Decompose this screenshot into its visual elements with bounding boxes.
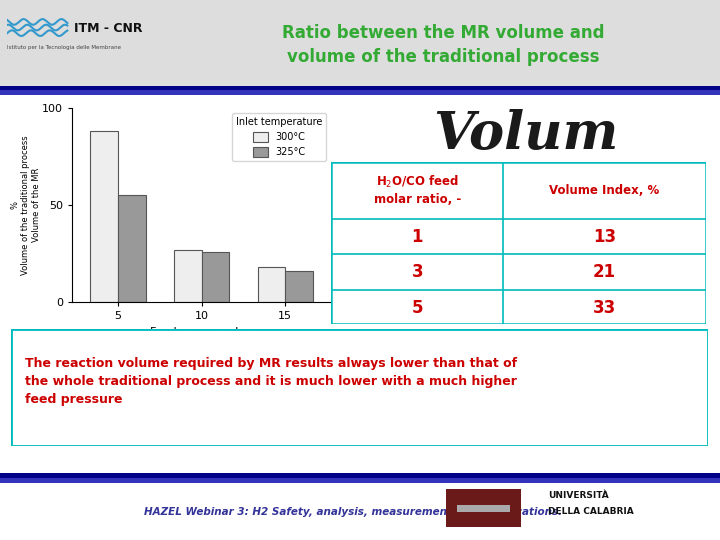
Text: Ratio between the MR volume and
volume of the traditional process: Ratio between the MR volume and volume o… — [282, 24, 604, 66]
Text: 21: 21 — [593, 263, 616, 281]
Bar — [285, 271, 312, 302]
Bar — [202, 252, 229, 302]
Bar — [446, 489, 521, 526]
Bar — [91, 131, 118, 302]
Text: DELLA CALABRIA: DELLA CALABRIA — [548, 508, 634, 516]
Text: Volume Index, %: Volume Index, % — [549, 184, 660, 197]
Text: ITM - CNR: ITM - CNR — [73, 23, 143, 36]
Text: 33: 33 — [593, 299, 616, 317]
Legend: 300°C, 325°C: 300°C, 325°C — [232, 113, 326, 161]
Text: The reaction volume required by MR results always lower than that of
the whole t: The reaction volume required by MR resul… — [24, 357, 517, 406]
Y-axis label: %
Volume of the traditional process
Volume of the MR: % Volume of the traditional process Volu… — [11, 136, 40, 275]
Text: 3: 3 — [412, 263, 423, 281]
Text: 13: 13 — [593, 227, 616, 246]
Bar — [258, 267, 285, 302]
Text: H$_2$O/CO feed
molar ratio, -: H$_2$O/CO feed molar ratio, - — [374, 174, 461, 206]
Text: 1: 1 — [412, 227, 423, 246]
Text: HAZEL Webinar 3: H2 Safety, analysis, measurements and applications.: HAZEL Webinar 3: H2 Safety, analysis, me… — [144, 507, 562, 517]
Text: 5: 5 — [412, 299, 423, 317]
X-axis label: Feed pressure, bar: Feed pressure, bar — [150, 327, 253, 337]
Bar — [174, 250, 202, 302]
Bar — [118, 195, 145, 302]
Text: Istituto per la Tecnologia delle Membrane: Istituto per la Tecnologia delle Membran… — [7, 45, 121, 50]
Text: Volum: Volum — [433, 110, 618, 160]
Text: UNIVERSITÀ: UNIVERSITÀ — [548, 491, 608, 500]
Bar — [457, 505, 510, 512]
